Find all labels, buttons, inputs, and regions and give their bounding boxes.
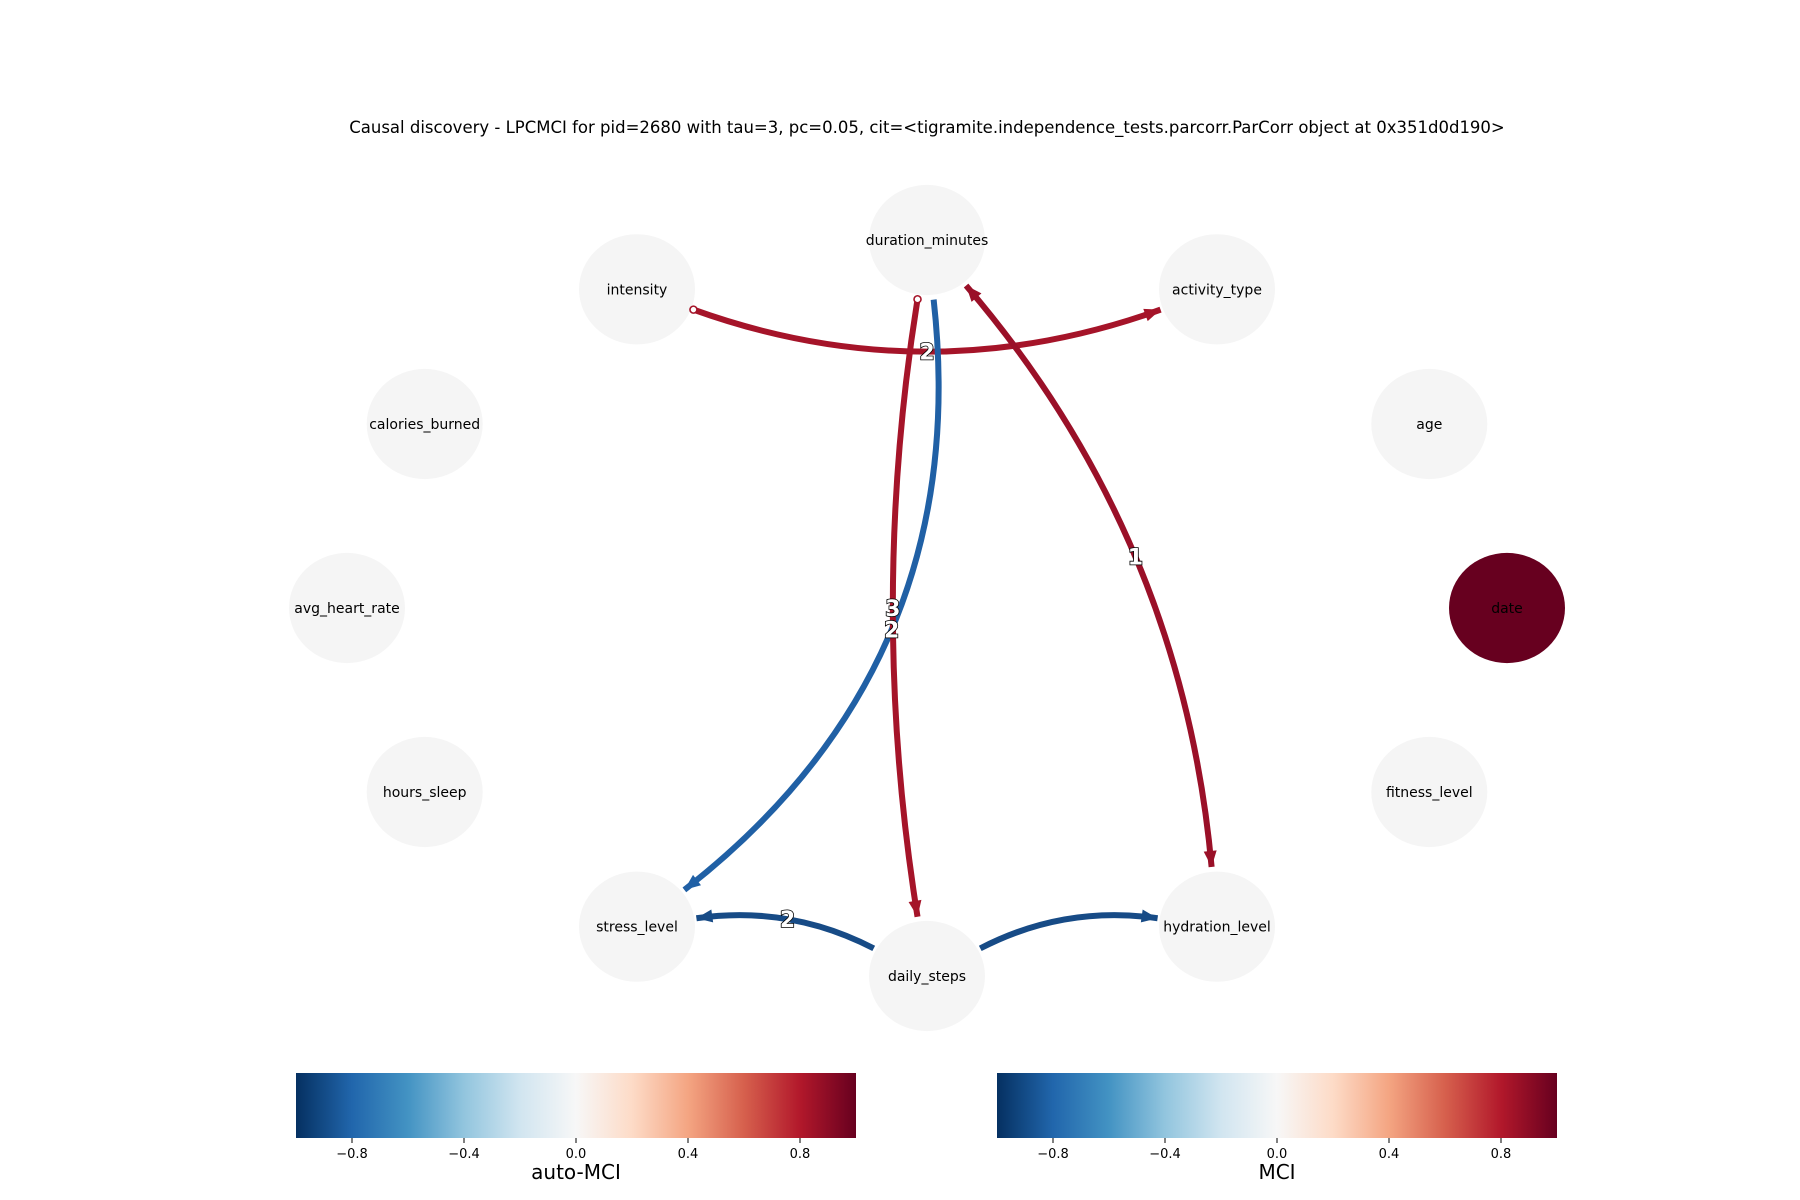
colorbar-auto-mci-gradient [296,1073,856,1138]
colorbar-tick-label: −0.4 [1149,1147,1181,1162]
colorbar-auto-mci-label: auto-MCI [531,1160,621,1184]
node-label-stress_level: stress_level [596,920,678,936]
colorbar-mci: −0.8 −0.4 0.0 0.4 0.8 MCI [997,1073,1557,1184]
node-label-activity_type: activity_type [1172,282,1262,298]
edge-lag-label: 2 [780,908,795,933]
node-label-avg_heart_rate: avg_heart_rate [294,601,400,617]
edge-hydration_level-to-duration_minutes [963,283,1217,868]
edge-daily_steps-to-hydration_level [978,909,1159,952]
graph-title: Causal discovery - LPCMCI for pid=2680 w… [349,118,1505,137]
colorbar-tick-label: 0.8 [1491,1147,1512,1162]
node-stress_level [579,871,695,982]
node-age [1371,368,1488,480]
nodes-layer [289,184,1565,1032]
edge-lag-label: 3 [885,597,900,622]
colorbar-tick-label: 0.4 [1379,1147,1400,1162]
colorbar-tick-label: 0.0 [566,1147,587,1162]
node-label-age: age [1416,417,1442,433]
node-label-calories_burned: calories_burned [369,417,480,433]
node-hours_sleep [366,736,483,848]
node-duration_minutes [869,184,985,296]
node-date [1449,552,1565,664]
colorbar-tick-label: −0.8 [336,1147,368,1162]
node-label-fitness_level: fitness_level [1386,785,1473,801]
node-label-duration_minutes: duration_minutes [866,233,989,249]
node-label-hours_sleep: hours_sleep [383,785,467,801]
colorbar-tick-label: 0.8 [790,1147,811,1162]
edge-lag-label: 2 [884,619,899,644]
colorbar-tick-label: −0.8 [1037,1147,1069,1162]
edges-layer [682,283,1217,952]
colorbar-tick-label: 0.4 [678,1147,699,1162]
node-label-hydration_level: hydration_level [1163,920,1271,936]
node-label-daily_steps: daily_steps [888,969,966,985]
edge-daily_steps-to-stress_level [695,909,876,952]
colorbar-mci-label: MCI [1258,1160,1295,1184]
node-hydration_level [1159,871,1275,982]
colorbar-tick-label: −0.4 [448,1147,480,1162]
node-intensity [579,234,695,345]
colorbar-mci-gradient [997,1073,1557,1138]
node-avg_heart_rate [289,552,405,664]
edge-intensity-to-activity_type [689,305,1162,355]
edge-duration_minutes-to-daily_steps [889,294,922,918]
edge-lag-label: 2 [919,341,934,366]
edge-lag-label: 1 [1128,546,1143,571]
node-activity_type [1159,234,1275,345]
node-daily_steps [869,920,985,1032]
colorbar-tick-label: 0.0 [1267,1147,1288,1162]
node-fitness_level [1371,736,1488,848]
node-calories_burned [366,368,483,480]
colorbar-auto-mci: −0.8 −0.4 0.0 0.4 0.8 auto-MCI [296,1073,856,1184]
node-label-intensity: intensity [607,282,668,298]
node-label-date: date [1491,601,1523,617]
